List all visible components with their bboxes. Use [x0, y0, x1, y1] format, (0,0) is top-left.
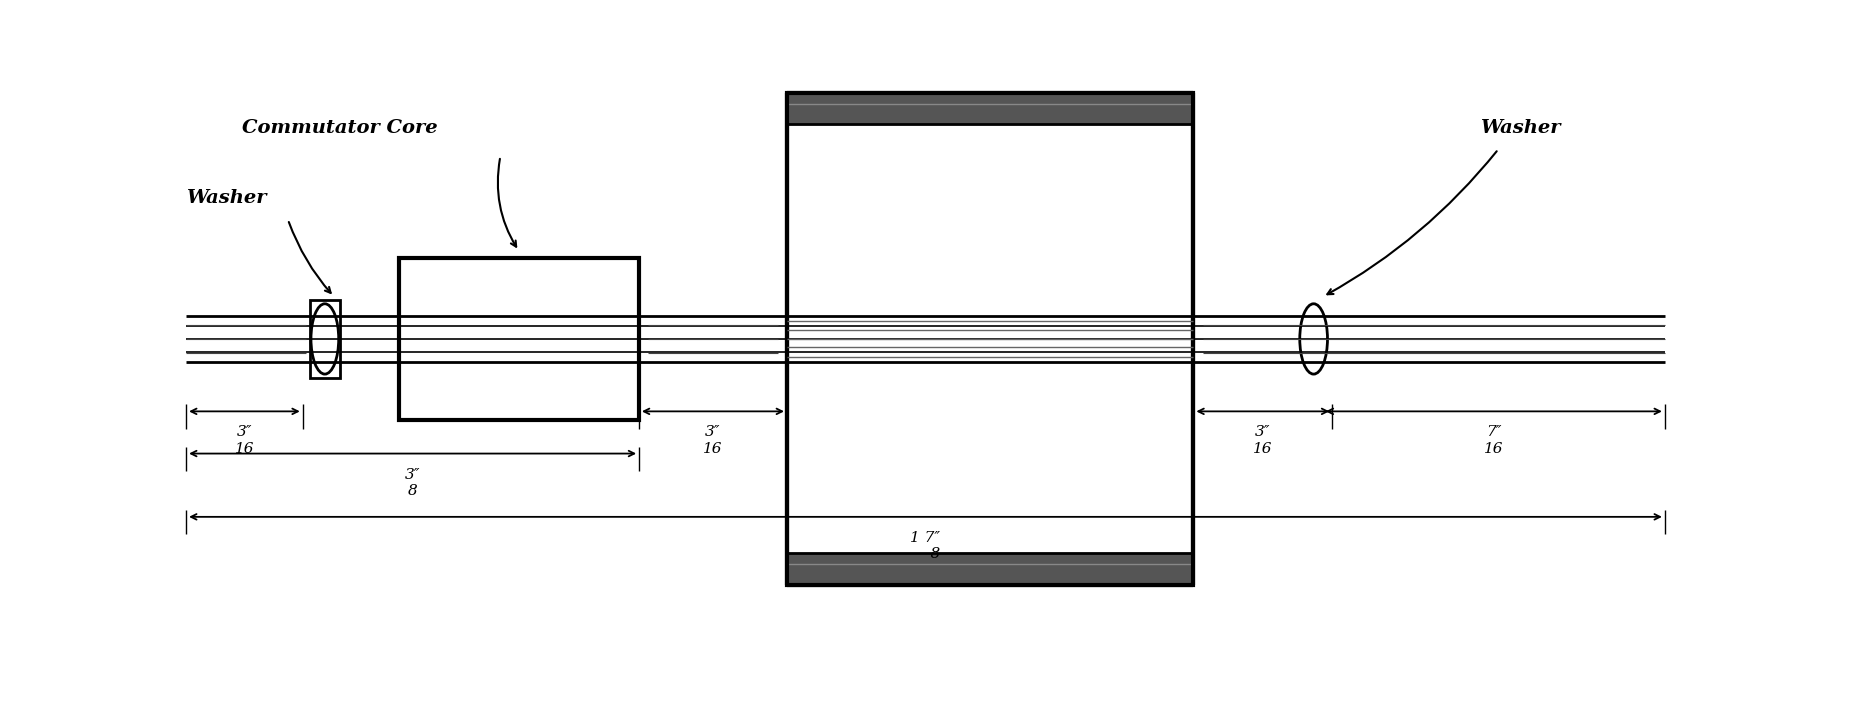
- Text: 7″
16: 7″ 16: [1485, 426, 1503, 455]
- Bar: [787, 554, 1194, 585]
- Text: Washer: Washer: [187, 189, 267, 208]
- Text: 3″
16: 3″ 16: [1253, 426, 1272, 455]
- Ellipse shape: [311, 304, 339, 374]
- Ellipse shape: [1299, 304, 1327, 374]
- Bar: [787, 92, 1194, 585]
- Text: Washer: Washer: [1481, 119, 1560, 137]
- Bar: [787, 92, 1194, 124]
- Text: 3″
8: 3″ 8: [405, 467, 420, 498]
- Bar: [309, 300, 339, 378]
- Text: Commutator Core: Commutator Core: [242, 119, 437, 137]
- Text: 3″
16: 3″ 16: [235, 426, 254, 455]
- Bar: [398, 258, 639, 420]
- Text: 3″
16: 3″ 16: [703, 426, 722, 455]
- Text: 1 7″
    8: 1 7″ 8: [911, 531, 940, 561]
